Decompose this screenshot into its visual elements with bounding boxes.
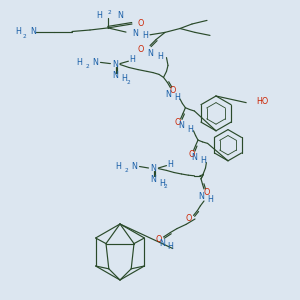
Text: O: O <box>203 188 210 197</box>
Text: N: N <box>199 192 205 201</box>
Text: H: H <box>188 124 194 134</box>
Text: HO: HO <box>256 97 269 106</box>
Text: N: N <box>147 49 153 58</box>
Text: H: H <box>76 58 82 67</box>
Text: O: O <box>138 20 144 28</box>
Text: N: N <box>112 71 118 80</box>
Text: N: N <box>131 162 137 171</box>
Text: H: H <box>158 52 164 61</box>
Text: H: H <box>207 195 213 204</box>
Text: O: O <box>188 150 195 159</box>
Text: O: O <box>138 45 144 54</box>
Text: H: H <box>175 93 181 102</box>
Text: H: H <box>130 56 136 64</box>
Text: 2: 2 <box>125 168 128 173</box>
Text: O: O <box>169 86 176 95</box>
Text: H: H <box>167 242 173 251</box>
Text: N: N <box>165 90 171 99</box>
Text: O: O <box>186 214 192 223</box>
Text: 2: 2 <box>127 80 130 85</box>
Text: H: H <box>200 156 206 165</box>
Text: N: N <box>92 58 98 67</box>
Text: H: H <box>167 160 173 169</box>
Text: 2: 2 <box>22 34 26 39</box>
Text: H: H <box>142 32 148 40</box>
Text: N: N <box>178 122 184 130</box>
Text: H: H <box>15 27 21 36</box>
Text: 2: 2 <box>86 64 89 69</box>
Text: 2: 2 <box>164 184 167 189</box>
Text: N: N <box>112 60 118 69</box>
Text: N: N <box>151 164 157 173</box>
Text: H: H <box>96 11 102 20</box>
Text: N: N <box>191 153 197 162</box>
Text: N: N <box>159 239 165 248</box>
Text: 2: 2 <box>108 10 111 15</box>
Text: N: N <box>151 176 157 184</box>
Text: N: N <box>132 29 138 38</box>
Text: O: O <box>174 118 181 127</box>
Text: O: O <box>155 236 162 244</box>
Text: N: N <box>117 11 123 20</box>
Text: N: N <box>30 27 36 36</box>
Text: H: H <box>116 162 122 171</box>
Text: H: H <box>159 178 165 188</box>
Text: H: H <box>122 74 128 83</box>
